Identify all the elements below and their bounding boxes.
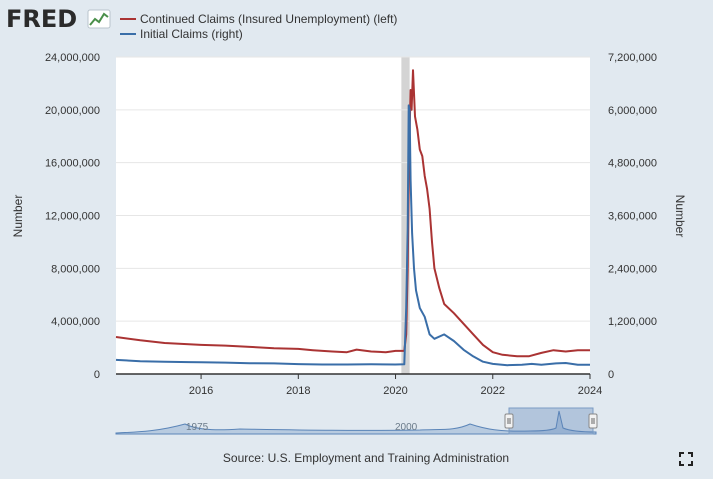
chart-line-icon bbox=[87, 9, 111, 29]
x-tick-label: 2018 bbox=[286, 385, 310, 397]
x-tick-label: 2016 bbox=[189, 385, 213, 397]
y-right-tick-label: 0 bbox=[608, 369, 614, 381]
y-right-tick-label: 2,400,000 bbox=[608, 263, 657, 275]
navigator-right-handle[interactable] bbox=[588, 413, 598, 429]
legend-label-continued-claims: Continued Claims (Insured Unemployment) … bbox=[140, 12, 397, 26]
series-line-continued-claims bbox=[115, 69, 590, 358]
navigator-left-handle[interactable] bbox=[504, 413, 514, 429]
gridlines bbox=[116, 56, 590, 322]
y-axis-right-label: Number bbox=[673, 195, 687, 238]
fred-logo-text: FRED bbox=[6, 5, 77, 33]
navigator-selected-range[interactable] bbox=[508, 407, 594, 435]
legend: Continued Claims (Insured Unemployment) … bbox=[120, 12, 397, 41]
y-left-tick-label: 20,000,000 bbox=[45, 105, 100, 117]
y-axis-right-ticks: 0 1,200,000 2,400,000 3,600,000 4,800,000 6,0… bbox=[608, 52, 657, 381]
y-right-tick-label: 1,200,000 bbox=[608, 316, 657, 328]
y-left-tick-label: 8,000,000 bbox=[51, 263, 100, 275]
y-right-tick-label: 3,600,000 bbox=[608, 211, 657, 223]
y-left-tick-label: 12,000,000 bbox=[45, 211, 100, 223]
navigator-label-1975: 1975 bbox=[186, 422, 209, 433]
y-left-tick-label: 16,000,000 bbox=[45, 158, 100, 170]
legend-label-initial-claims: Initial Claims (right) bbox=[140, 27, 243, 41]
y-right-tick-label: 6,000,000 bbox=[608, 105, 657, 117]
navigator-label-2000: 2000 bbox=[395, 422, 418, 433]
y-right-tick-label: 4,800,000 bbox=[608, 158, 657, 170]
series-layer bbox=[115, 69, 590, 367]
x-tick-label: 2024 bbox=[578, 385, 602, 397]
y-left-tick-label: 0 bbox=[94, 369, 100, 381]
x-tick-label: 2020 bbox=[383, 385, 407, 397]
y-right-tick-label: 7,200,000 bbox=[608, 52, 657, 64]
y-axis-left-label: Number bbox=[11, 195, 25, 238]
y-left-tick-label: 4,000,000 bbox=[51, 316, 100, 328]
x-tick-label: 2022 bbox=[481, 385, 505, 397]
navigator-series-preview bbox=[115, 410, 597, 435]
y-axis-left-ticks: 0 4,000,000 8,000,000 12,000,000 16,000,000 2… bbox=[45, 52, 100, 381]
range-navigator[interactable]: 1975 2000 bbox=[115, 407, 598, 435]
y-left-tick-label: 24,000,000 bbox=[45, 52, 100, 64]
fullscreen-icon[interactable] bbox=[676, 449, 696, 469]
fred-logo[interactable]: FRED bbox=[6, 5, 111, 33]
source-text: Source: U.S. Employment and Training Adm… bbox=[223, 451, 509, 465]
series-line-initial-claims bbox=[115, 104, 590, 367]
x-axis-ticks: 2016 2018 2020 2022 2024 bbox=[189, 374, 602, 397]
